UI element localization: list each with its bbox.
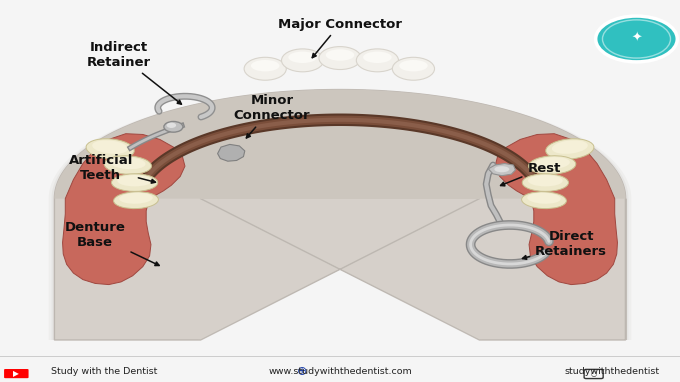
Text: Minor
Connector: Minor Connector [234, 94, 310, 138]
Ellipse shape [527, 193, 561, 204]
Ellipse shape [112, 174, 158, 191]
Ellipse shape [119, 193, 153, 204]
Circle shape [167, 123, 176, 128]
Ellipse shape [399, 60, 428, 71]
Ellipse shape [534, 157, 570, 169]
Ellipse shape [356, 49, 398, 72]
Polygon shape [54, 89, 626, 199]
Ellipse shape [494, 166, 509, 172]
Ellipse shape [288, 52, 317, 63]
Polygon shape [52, 89, 628, 340]
Circle shape [164, 121, 183, 132]
Ellipse shape [552, 140, 588, 154]
Text: Major Connector: Major Connector [278, 18, 402, 58]
Ellipse shape [118, 175, 152, 186]
Polygon shape [495, 134, 617, 285]
Text: ⊕: ⊕ [297, 365, 308, 378]
Text: ▶: ▶ [14, 369, 19, 378]
Ellipse shape [326, 49, 354, 61]
Ellipse shape [528, 175, 563, 186]
Polygon shape [218, 144, 245, 161]
FancyBboxPatch shape [4, 369, 29, 378]
Ellipse shape [546, 139, 594, 159]
Ellipse shape [244, 57, 286, 80]
Text: www.studywiththedentist.com: www.studywiththedentist.com [268, 367, 412, 376]
Ellipse shape [528, 156, 576, 174]
Ellipse shape [86, 139, 134, 159]
Text: Artificial
Teeth: Artificial Teeth [69, 154, 156, 183]
Circle shape [596, 16, 677, 62]
Text: ✦: ✦ [631, 32, 642, 45]
Ellipse shape [522, 174, 568, 191]
Polygon shape [488, 163, 515, 176]
Polygon shape [49, 89, 631, 340]
Ellipse shape [114, 192, 158, 209]
Ellipse shape [363, 52, 392, 63]
Ellipse shape [392, 57, 435, 80]
Text: ○: ○ [590, 371, 597, 377]
Text: Study with the Dentist: Study with the Dentist [51, 367, 157, 376]
Ellipse shape [319, 47, 361, 70]
Ellipse shape [104, 156, 152, 174]
Ellipse shape [522, 192, 566, 209]
Ellipse shape [251, 60, 279, 71]
Ellipse shape [92, 140, 128, 154]
Polygon shape [54, 89, 626, 340]
Text: Rest: Rest [500, 162, 561, 186]
Text: studywiththedentist: studywiththedentist [564, 367, 660, 376]
Ellipse shape [282, 49, 324, 72]
Polygon shape [63, 134, 185, 285]
Text: Direct
Retainers: Direct Retainers [522, 230, 607, 259]
Ellipse shape [110, 157, 146, 169]
Text: Denture
Base: Denture Base [65, 221, 159, 265]
Text: Indirect
Retainer: Indirect Retainer [87, 41, 182, 104]
